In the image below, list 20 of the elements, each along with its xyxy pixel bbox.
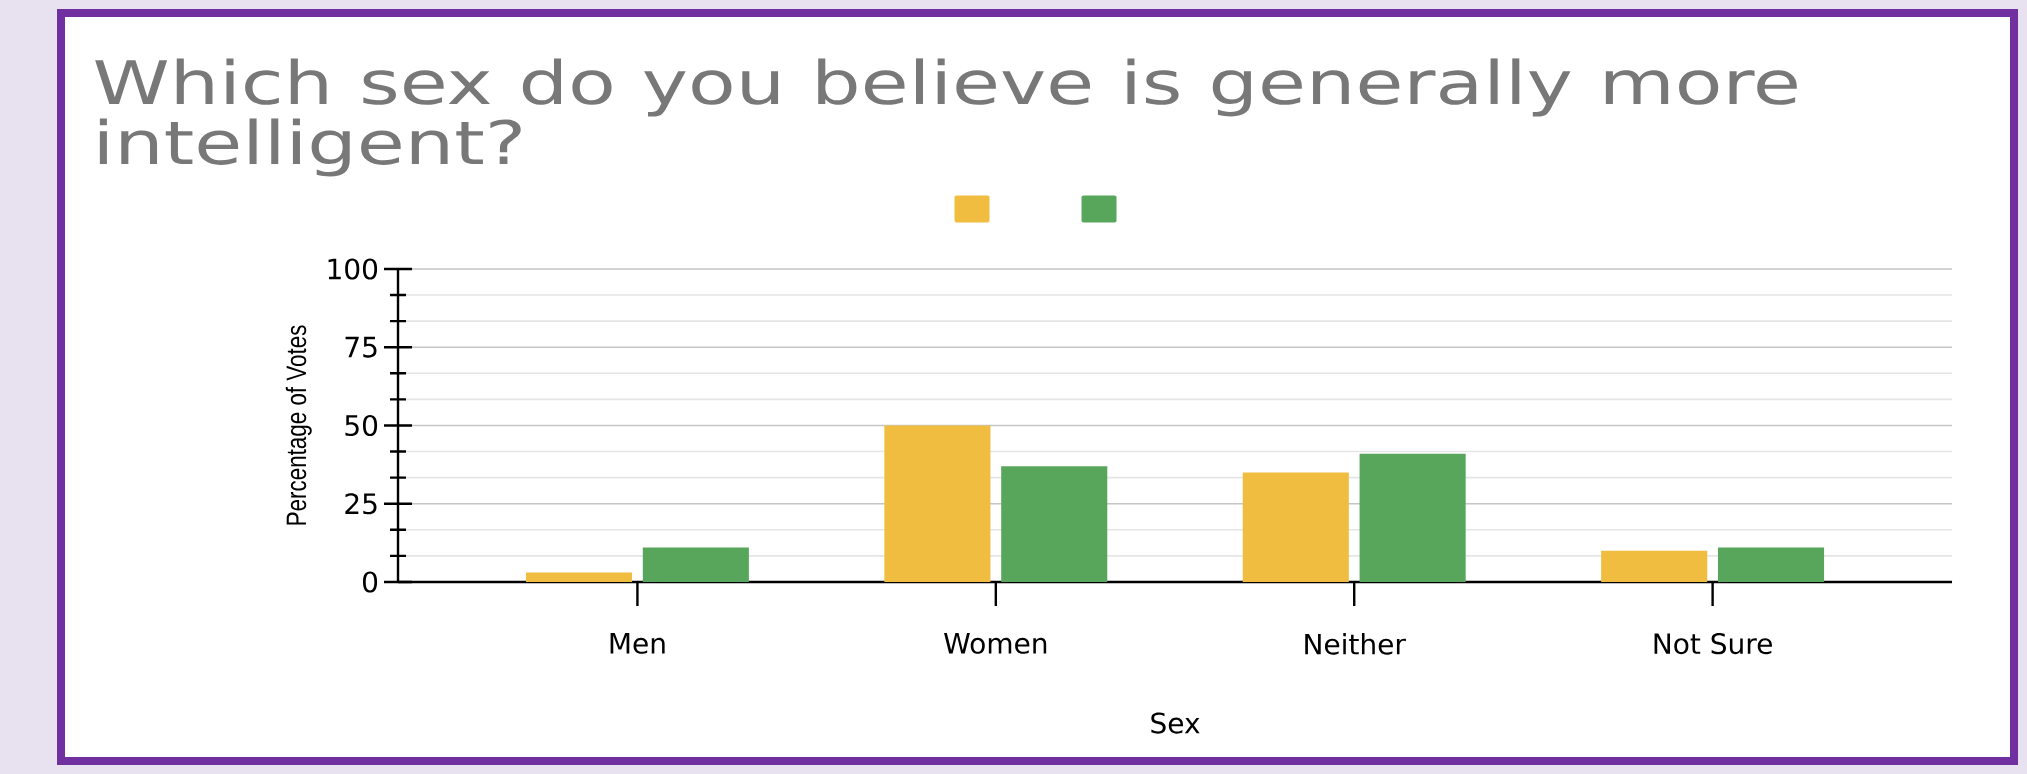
y-tick-label: 75 <box>345 336 377 358</box>
x-axis-title: Sex <box>1151 712 1200 734</box>
bar <box>1242 472 1349 582</box>
x-tick-label: Women <box>944 633 1047 654</box>
y-tick-label: 100 <box>328 258 378 280</box>
x-tick-label: Not Sure <box>1654 633 1772 655</box>
x-tick-label: Men <box>610 633 665 654</box>
y-tick-label: 25 <box>345 493 377 515</box>
bar <box>884 425 991 582</box>
bar <box>642 547 749 582</box>
x-tick-label: Neither <box>1305 633 1406 655</box>
y-tick-label: 50 <box>345 414 378 437</box>
bar <box>1717 547 1825 582</box>
y-axis-title: Percentage of Votes <box>285 325 312 525</box>
bar <box>1359 453 1466 582</box>
bar <box>1601 550 1708 582</box>
bar <box>1001 466 1108 582</box>
chart-title: Which sex do you believe is generally more intelligent? <box>95 58 1797 177</box>
bar <box>525 572 633 582</box>
y-tick-label: 0 <box>362 571 378 593</box>
